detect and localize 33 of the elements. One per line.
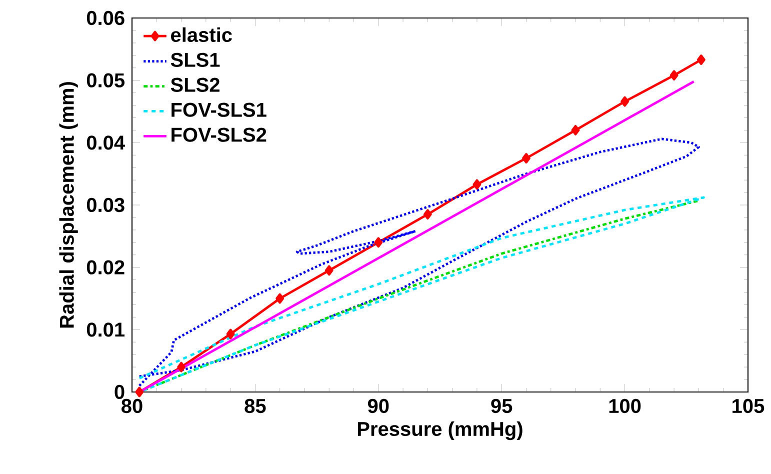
point xyxy=(324,265,334,276)
x-tick-label: 95 xyxy=(491,398,512,414)
x-tick-label: 105 xyxy=(732,398,764,414)
point xyxy=(423,209,432,220)
x-tick-label: 80 xyxy=(122,398,142,414)
y-tick-label: 0.02 xyxy=(86,260,124,274)
point xyxy=(374,237,383,248)
y-axis-title: Radial displacement (mm) xyxy=(59,82,78,328)
y-tick-label: 0.06 xyxy=(86,10,124,26)
legend-label: FOV-SLS1 xyxy=(172,102,266,117)
y-tick-label: 0.04 xyxy=(86,136,125,150)
x-tick-label: 85 xyxy=(244,398,266,414)
y-tick-label: 0 xyxy=(114,384,124,400)
y-tick-label: 0.01 xyxy=(86,322,125,337)
x-tick-label: 100 xyxy=(609,398,641,414)
point xyxy=(135,386,144,398)
legend-label: FOV-SLS2 xyxy=(172,128,266,142)
point xyxy=(571,124,580,136)
x-axis-title: Pressure (mmHg) xyxy=(358,421,522,440)
legend-label: elastic xyxy=(171,27,232,42)
y-tick-label: 0.03 xyxy=(86,198,124,212)
point xyxy=(226,328,235,340)
point xyxy=(276,293,284,304)
point xyxy=(472,179,482,190)
y-tick-label: 0.05 xyxy=(86,73,125,88)
legend-label: SLS1 xyxy=(170,52,220,67)
point xyxy=(696,54,706,65)
point xyxy=(620,96,629,107)
x-tick-label: 90 xyxy=(368,398,389,414)
point xyxy=(177,362,186,372)
point xyxy=(522,153,530,164)
legend-label: SLS2 xyxy=(170,78,220,92)
point xyxy=(670,70,678,81)
